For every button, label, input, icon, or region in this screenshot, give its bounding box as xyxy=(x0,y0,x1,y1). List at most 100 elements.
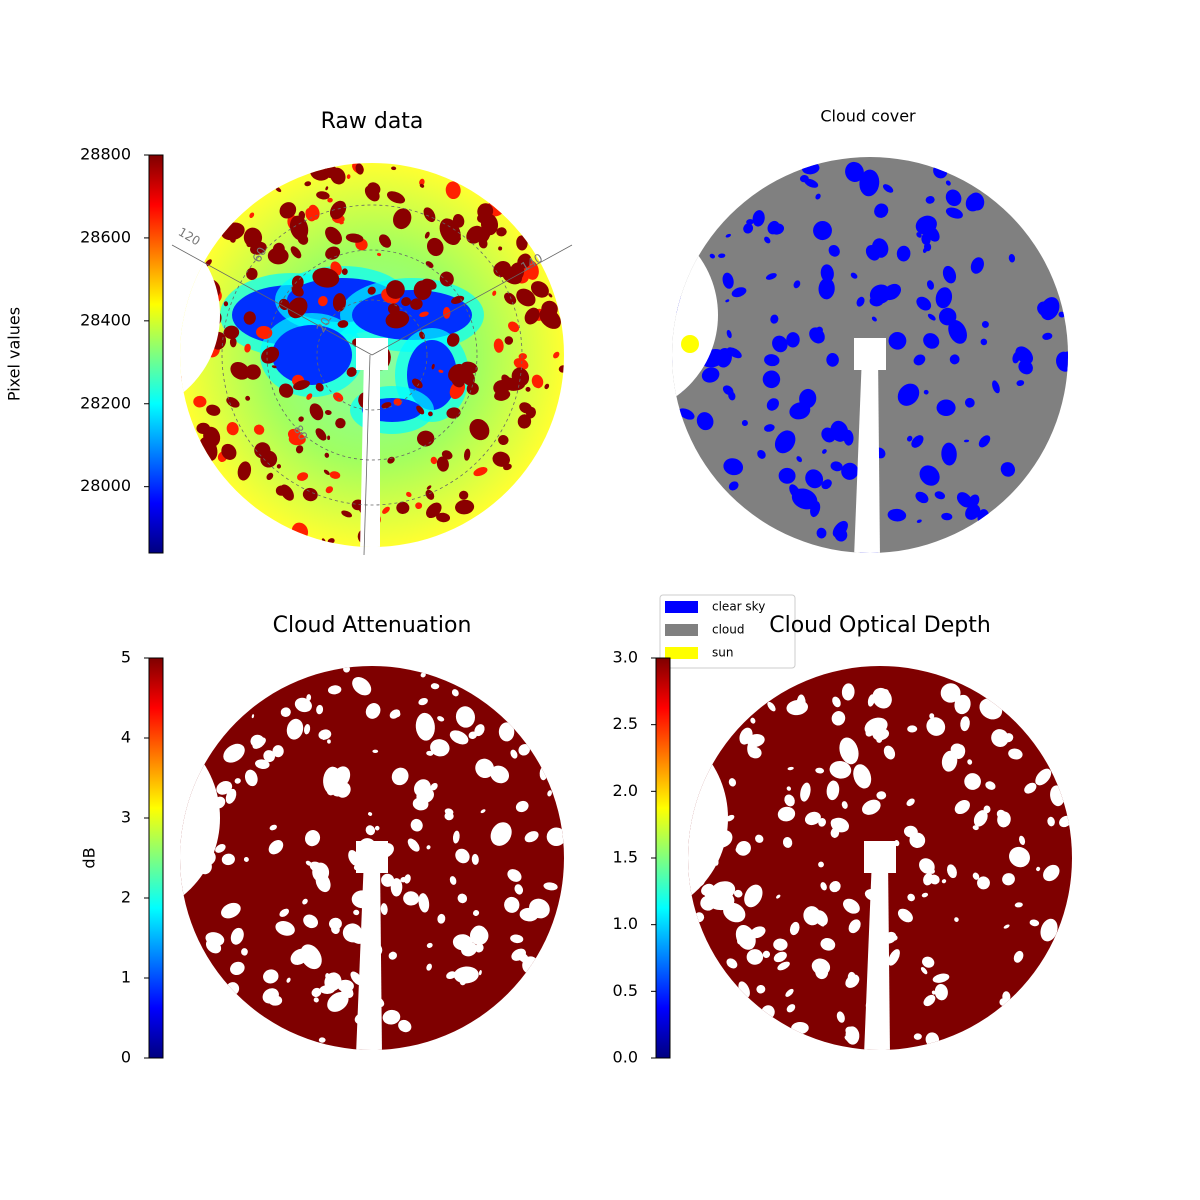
cloud-patch xyxy=(847,971,856,984)
cloud-patch xyxy=(492,451,510,467)
cloud-patch xyxy=(286,718,304,740)
shadow-band-mask xyxy=(356,338,388,370)
cloud-patch xyxy=(871,238,889,258)
cloud-patch xyxy=(815,965,829,980)
cloud-patch xyxy=(862,799,881,815)
cloud-patch xyxy=(830,420,849,442)
cloud-patch xyxy=(430,683,440,690)
polar-label: 120 xyxy=(176,225,203,249)
cloud-patch xyxy=(516,288,536,307)
cloud-patch xyxy=(453,966,479,984)
cloud-patch xyxy=(919,465,940,486)
polar-spoke xyxy=(363,354,371,556)
cloud-patch xyxy=(457,893,468,904)
cloud-patch xyxy=(728,481,739,491)
cloud-patch xyxy=(799,388,817,409)
cloud-patch xyxy=(423,207,436,223)
cloud-patch xyxy=(449,876,457,885)
cloud-patch xyxy=(206,404,221,416)
cloud-patch xyxy=(330,167,346,185)
cloud-patch xyxy=(325,486,333,494)
cloud-patch xyxy=(916,232,922,238)
cloud-patch xyxy=(426,237,444,257)
cloud-patch xyxy=(275,921,295,936)
cloud-patch xyxy=(888,949,900,966)
arm-mask xyxy=(854,355,880,553)
cloud-patch xyxy=(841,462,859,480)
cloud-patch xyxy=(215,844,226,853)
colorbar xyxy=(148,657,164,1059)
cloud-patch xyxy=(696,412,714,431)
cloud-patch xyxy=(941,442,957,466)
cloud-patch xyxy=(726,347,742,359)
cloud-patch xyxy=(504,292,517,305)
cloud-patch xyxy=(324,452,330,458)
cloud-patch xyxy=(251,714,255,719)
cloud-patch xyxy=(319,985,335,994)
cloud-patch xyxy=(973,810,988,827)
cloud-patch xyxy=(426,845,431,850)
cloud-patch xyxy=(818,861,824,868)
cloud-patch xyxy=(493,338,504,353)
cloud-patch xyxy=(419,183,425,188)
clear-patch xyxy=(352,290,472,340)
cloud-patch xyxy=(513,358,529,370)
cloud-patch xyxy=(504,336,514,345)
cloud-patch xyxy=(793,280,801,289)
cloud-patch xyxy=(193,395,207,408)
cloud-patch xyxy=(816,527,827,539)
cloud-patch xyxy=(757,449,766,459)
cloud-patch xyxy=(416,787,435,804)
cloud-patch xyxy=(723,902,746,923)
cloud-patch xyxy=(437,716,445,722)
colorbar-tick-label: 2.5 xyxy=(613,714,638,733)
cloud-patch xyxy=(805,469,824,489)
cloud-patch xyxy=(799,175,809,183)
cloud-patch xyxy=(279,202,297,219)
cloud-patch xyxy=(853,764,872,789)
cloud-patch xyxy=(786,700,809,716)
cloud-patch xyxy=(406,491,412,498)
cloud-patch xyxy=(510,934,524,944)
cloud-patch xyxy=(725,233,732,238)
cloud-patch xyxy=(255,325,273,340)
cloud-patch xyxy=(1029,919,1040,927)
cloud-patch xyxy=(1036,866,1041,872)
cloud-patch xyxy=(934,983,948,1001)
cloud-patch xyxy=(773,938,788,951)
cloud-patch xyxy=(722,272,734,289)
cloud-patch xyxy=(800,782,811,802)
shadow-band-mask xyxy=(864,841,896,873)
cloud-patch xyxy=(748,746,762,759)
arm-mask xyxy=(356,858,382,1050)
cloud-patch xyxy=(813,220,832,241)
cloud-patch xyxy=(246,267,258,281)
cloud-patch xyxy=(1016,380,1025,387)
cloud-patch xyxy=(268,840,284,855)
cloud-patch xyxy=(804,811,821,826)
cloud-patch xyxy=(518,744,530,756)
cloud-patch xyxy=(280,707,291,717)
cloud-patch xyxy=(935,287,953,309)
cloud-patch xyxy=(308,204,320,220)
cloud-patch xyxy=(365,703,381,719)
cloud-patch xyxy=(814,910,828,926)
cloud-patch xyxy=(386,280,405,299)
cloud-patch xyxy=(531,374,544,389)
cloud-patch xyxy=(244,769,258,787)
cloud-patch xyxy=(229,337,237,348)
cloud-patch xyxy=(829,881,841,893)
cloud-patch xyxy=(431,363,435,370)
panel-title: Cloud Optical Depth xyxy=(769,613,991,638)
cloud-patch xyxy=(515,800,529,813)
cloud-patch xyxy=(848,919,861,934)
cloud-patch xyxy=(915,491,929,504)
cloud-patch xyxy=(826,353,839,367)
colorbar-tick-label: 0.5 xyxy=(613,981,638,1000)
cloud-patch xyxy=(410,298,423,310)
cloud-patch xyxy=(965,504,981,520)
cloud-patch xyxy=(490,765,510,784)
cloud-patch xyxy=(1008,748,1023,760)
cloud-patch xyxy=(420,672,426,678)
cloud-patch xyxy=(498,722,515,742)
